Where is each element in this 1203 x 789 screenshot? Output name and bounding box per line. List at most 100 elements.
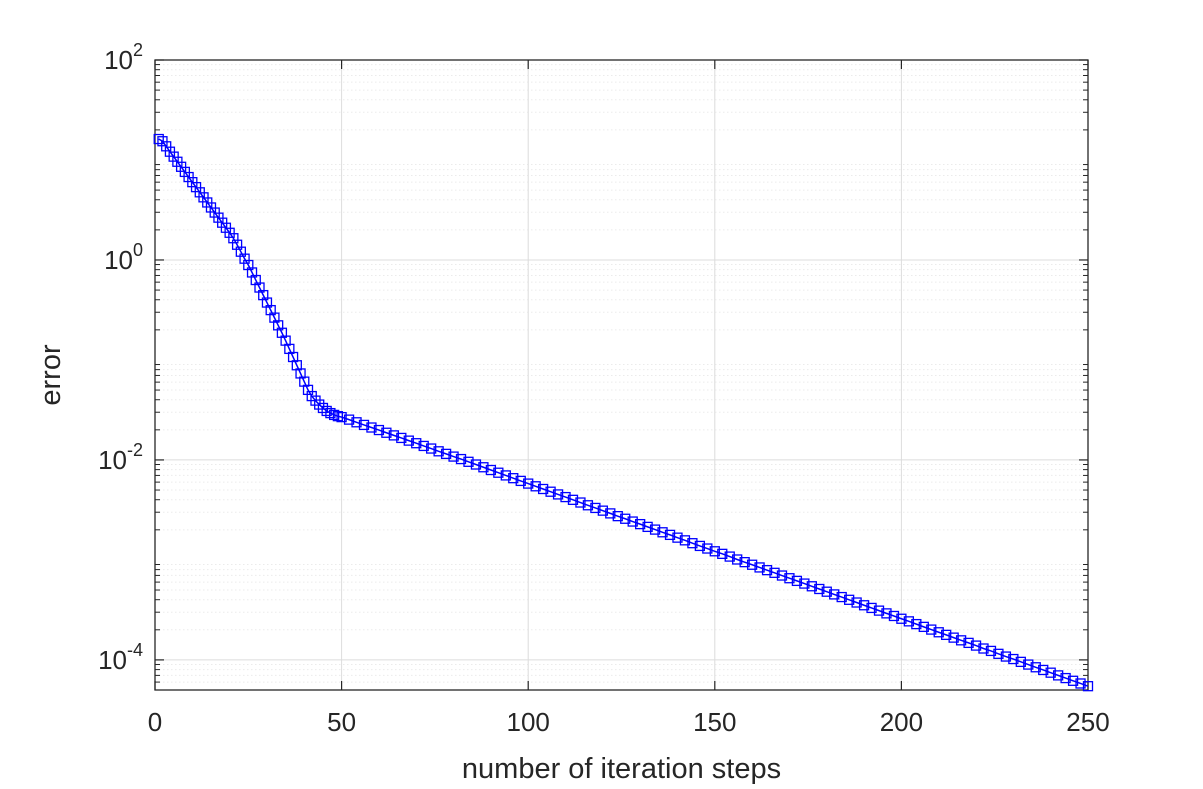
data-point-marker bbox=[299, 376, 310, 387]
data-point-marker bbox=[664, 529, 676, 541]
data-point-marker bbox=[403, 435, 414, 446]
data-point-marker bbox=[560, 491, 571, 503]
data-point-marker bbox=[284, 343, 295, 355]
data-point-marker bbox=[373, 424, 385, 436]
data-point-marker bbox=[1008, 653, 1019, 665]
data-point-marker bbox=[426, 443, 437, 454]
data-point-marker bbox=[508, 473, 519, 484]
data-point-marker bbox=[948, 632, 959, 643]
data-point-marker bbox=[724, 551, 735, 562]
data-point-marker bbox=[612, 510, 623, 522]
y-tick-labels: 10-4 10-2 100 102 bbox=[98, 40, 143, 675]
data-point-marker bbox=[993, 648, 1004, 659]
data-point-marker bbox=[287, 351, 299, 363]
data-point-marker bbox=[605, 508, 616, 519]
data-point-marker bbox=[567, 494, 579, 505]
data-point-marker bbox=[500, 470, 511, 481]
data-point-marker bbox=[694, 540, 706, 552]
x-tick-label: 150 bbox=[693, 707, 736, 737]
data-point-marker bbox=[336, 411, 347, 423]
data-point-marker bbox=[295, 368, 306, 379]
data-point-marker bbox=[679, 535, 691, 546]
data-point-marker bbox=[1030, 662, 1041, 673]
data-point-marker bbox=[687, 538, 698, 549]
data-point-marker bbox=[258, 289, 269, 301]
data-point-marker bbox=[161, 141, 172, 152]
data-point-marker bbox=[276, 327, 288, 338]
data-point-marker bbox=[250, 274, 261, 286]
data-point-marker bbox=[328, 409, 340, 421]
data-point-marker bbox=[978, 643, 989, 654]
major-grid bbox=[155, 59, 1088, 690]
data-point-marker bbox=[717, 548, 728, 559]
data-point-marker bbox=[791, 575, 803, 587]
x-tick-label: 0 bbox=[148, 707, 162, 737]
y-axis-label: error bbox=[35, 344, 67, 406]
data-point-marker bbox=[314, 399, 325, 410]
data-point-marker bbox=[896, 613, 907, 624]
axis-ticks bbox=[154, 59, 1089, 691]
series-line bbox=[158, 138, 1089, 687]
data-point-marker bbox=[985, 645, 997, 657]
data-point-marker bbox=[261, 297, 273, 308]
data-point-marker bbox=[941, 629, 952, 641]
data-point-marker bbox=[224, 227, 235, 238]
data-point-marker bbox=[1067, 675, 1079, 686]
data-point-marker bbox=[265, 304, 276, 316]
data-point-marker bbox=[1000, 651, 1012, 662]
data-point-marker bbox=[545, 486, 556, 497]
data-point-marker bbox=[635, 518, 646, 530]
x-tick-label: 200 bbox=[880, 707, 923, 737]
data-point-marker bbox=[814, 583, 825, 595]
data-point-marker bbox=[709, 546, 720, 557]
data-point-marker bbox=[515, 475, 526, 487]
data-point-marker bbox=[955, 635, 967, 646]
data-point-marker bbox=[657, 527, 668, 538]
data-point-marker bbox=[228, 233, 239, 244]
data-point-marker bbox=[235, 246, 246, 257]
data-point-marker bbox=[396, 432, 407, 444]
data-point-marker bbox=[1060, 672, 1071, 684]
data-point-marker bbox=[933, 627, 944, 638]
data-point-marker bbox=[746, 559, 758, 570]
data-point-marker bbox=[784, 573, 795, 584]
data-point-marker bbox=[366, 422, 377, 433]
data-point-marker bbox=[411, 438, 422, 449]
data-point-marker bbox=[918, 621, 929, 633]
data-point-marker bbox=[970, 640, 982, 651]
data-point-marker bbox=[239, 253, 250, 264]
data-point-marker bbox=[537, 483, 549, 495]
data-point-marker bbox=[358, 419, 370, 431]
data-point-marker bbox=[523, 478, 534, 489]
data-point-marker bbox=[627, 516, 638, 527]
data-point-marker bbox=[418, 440, 429, 452]
y-tick-label: 100 bbox=[104, 240, 143, 275]
data-point-marker bbox=[280, 335, 291, 346]
data-point-marker bbox=[844, 594, 855, 605]
data-point-marker bbox=[433, 446, 444, 457]
data-point-marker bbox=[1038, 664, 1049, 676]
data-point-marker bbox=[851, 597, 862, 608]
data-point-marker bbox=[552, 489, 564, 500]
data-point-marker bbox=[769, 567, 780, 578]
data-point-marker bbox=[343, 414, 355, 425]
x-tick-labels: 0 50 100 150 200 250 bbox=[148, 707, 1110, 737]
data-point-marker bbox=[866, 602, 877, 614]
data-point-marker bbox=[243, 259, 254, 271]
data-point-marker bbox=[799, 578, 810, 589]
data-point-marker bbox=[493, 467, 504, 478]
data-point-marker bbox=[597, 505, 608, 516]
data-point-marker bbox=[332, 411, 344, 422]
series-layer bbox=[153, 133, 1094, 692]
data-point-marker bbox=[470, 459, 482, 470]
data-point-marker bbox=[179, 166, 191, 178]
data-point-marker bbox=[478, 462, 489, 473]
x-axis-label: number of iteration steps bbox=[462, 753, 781, 785]
data-point-marker bbox=[455, 453, 467, 465]
data-point-marker bbox=[325, 407, 336, 419]
data-point-marker bbox=[642, 521, 653, 533]
data-point-marker bbox=[246, 267, 258, 278]
data-point-marker bbox=[829, 589, 840, 600]
data-point-marker bbox=[291, 360, 302, 371]
